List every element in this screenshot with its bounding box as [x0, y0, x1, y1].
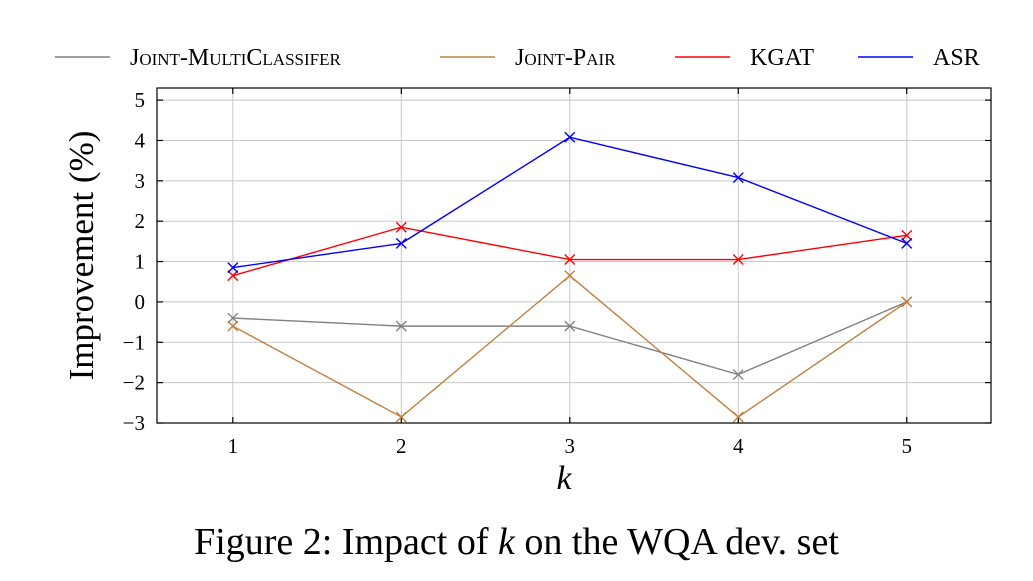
data-point-marker	[901, 229, 913, 241]
x-tick-label: 4	[733, 434, 744, 458]
x-tick-label: 1	[228, 434, 239, 458]
data-point-marker	[227, 262, 239, 274]
y-tick-label: −2	[123, 371, 145, 395]
y-tick-label: 5	[135, 88, 146, 112]
y-tick-label: −1	[123, 330, 145, 354]
data-point-marker	[395, 237, 407, 249]
legend-label: Joint-MultiClassifer	[130, 45, 341, 71]
data-point-marker	[732, 172, 744, 184]
data-point-marker	[564, 320, 576, 332]
y-tick-label: 1	[135, 250, 146, 274]
figure-caption: Figure 2: Impact of k on the WQA dev. se…	[0, 520, 1033, 564]
legend-label: ASR	[933, 45, 980, 71]
series-kgat	[227, 221, 913, 282]
series-joint-multiclassifer	[227, 296, 913, 381]
data-point-marker	[395, 411, 407, 423]
data-point-marker	[227, 270, 239, 282]
y-tick-label: 3	[135, 169, 146, 193]
series-asr	[227, 131, 913, 274]
data-point-marker	[564, 254, 576, 266]
data-point-marker	[732, 369, 744, 381]
data-point-marker	[732, 254, 744, 266]
y-tick-label: 4	[135, 128, 146, 152]
caption-prefix: Figure 2: Impact of	[194, 521, 499, 563]
y-axis-ticks: −3 −2 −1 0 1 2 3 4 5	[123, 88, 991, 435]
legend: Joint-MultiClassifer Joint-Pair KGAT ASR	[55, 45, 980, 71]
data-point-marker	[227, 312, 239, 324]
x-tick-label: 2	[396, 434, 407, 458]
data-point-marker	[227, 320, 239, 332]
data-point-marker	[564, 270, 576, 282]
series-group	[227, 131, 913, 423]
x-axis-ticks: 1 2 3 4 5	[228, 88, 912, 458]
data-point-marker	[564, 131, 576, 143]
data-point-marker	[901, 237, 913, 249]
y-axis-label: Improvement (%)	[62, 131, 101, 381]
data-point-marker	[395, 221, 407, 233]
data-point-marker	[395, 320, 407, 332]
x-tick-label: 5	[902, 434, 913, 458]
series-joint-pair	[227, 270, 913, 423]
grid	[157, 88, 991, 424]
plot-frame	[156, 87, 992, 424]
legend-label: Joint-Pair	[515, 45, 616, 71]
caption-suffix: on the WQA dev. set	[514, 521, 839, 563]
y-tick-label: 0	[135, 290, 146, 314]
x-axis-label: k	[556, 460, 572, 497]
data-point-marker	[732, 411, 744, 423]
line-chart: Joint-MultiClassifer Joint-Pair KGAT ASR −3…	[55, 45, 992, 497]
y-tick-label: 2	[135, 209, 146, 233]
data-point-marker	[901, 296, 913, 308]
x-tick-label: 3	[565, 434, 576, 458]
y-tick-label: −3	[123, 411, 145, 435]
legend-label: KGAT	[750, 45, 814, 71]
caption-variable: k	[498, 521, 515, 563]
